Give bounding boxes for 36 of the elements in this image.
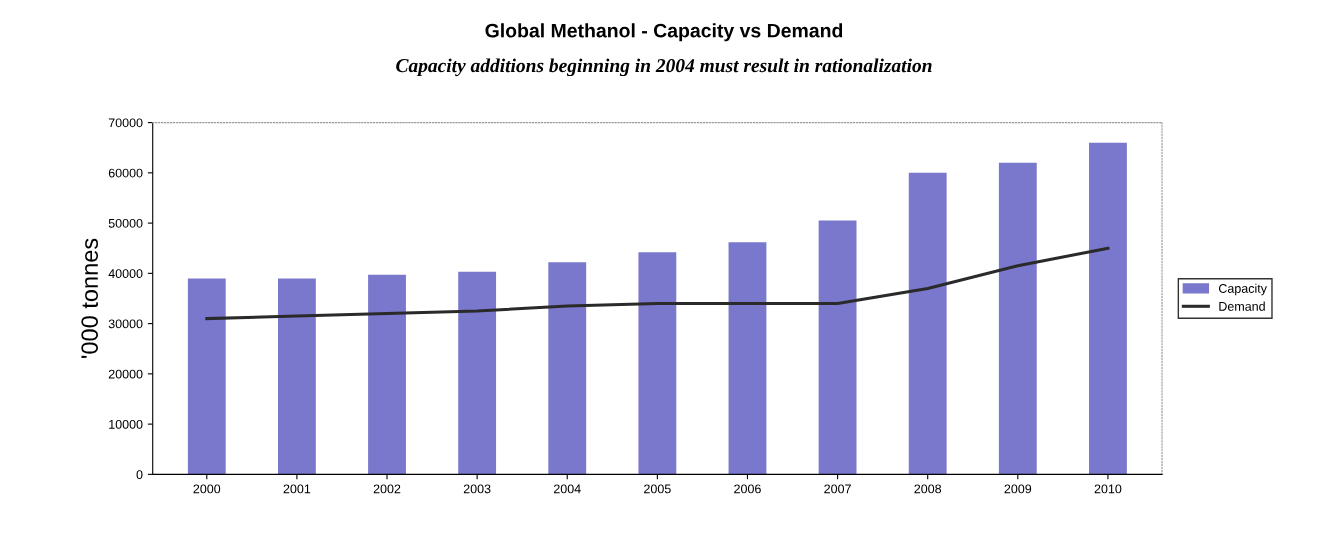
y-tick-label: 0	[136, 470, 143, 480]
x-tick-label: 2010	[1094, 484, 1122, 494]
y-tick-label: 20000	[108, 369, 143, 379]
y-tick-label: 30000	[108, 319, 143, 329]
bar	[368, 274, 406, 475]
chart-title: Global Methanol - Capacity vs Demand	[485, 23, 843, 42]
x-tick-label: 2003	[463, 484, 491, 494]
x-tick-label: 2002	[373, 484, 401, 494]
bar	[458, 271, 497, 475]
y-tick-label: 10000	[109, 419, 143, 429]
bar	[998, 162, 1037, 475]
bar	[187, 278, 226, 475]
bar	[277, 278, 316, 475]
chart-subtitle: Capacity additions beginning in 2004 must result in rationalization	[396, 58, 932, 77]
x-tick-label: 2004	[553, 484, 581, 494]
x-tick-label: 2006	[734, 484, 761, 494]
y-axis-title: '000 tonnes	[81, 238, 99, 358]
bar	[818, 220, 857, 475]
bar	[908, 172, 947, 475]
line-series	[205, 246, 1110, 321]
y-tick-label: 70000	[108, 118, 143, 128]
legend-label: Capacity	[1218, 283, 1267, 296]
x-tick-label: 2001	[283, 484, 311, 494]
y-tick-label: 40000	[108, 269, 143, 279]
bar	[638, 252, 677, 475]
bar	[1089, 142, 1127, 475]
x-tick-label: 2000	[193, 484, 221, 494]
bar	[548, 262, 587, 475]
y-tick-label: 60000	[108, 168, 143, 178]
x-tick-label: 2008	[914, 484, 942, 494]
legend-label: Demand	[1219, 301, 1265, 311]
x-tick-label: 2009	[1004, 484, 1032, 494]
y-tick-label: 50000	[108, 218, 143, 228]
bar	[728, 242, 767, 475]
x-tick-label: 2007	[824, 484, 851, 494]
x-tick-label: 2005	[644, 484, 671, 494]
